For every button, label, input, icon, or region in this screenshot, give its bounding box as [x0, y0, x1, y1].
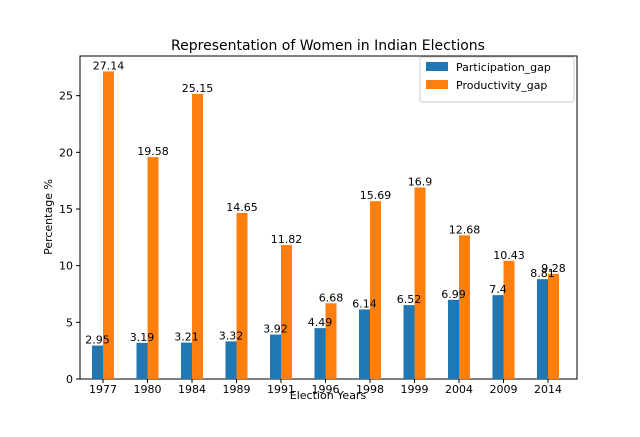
y-axis: 0 5 10 15 20 25	[59, 90, 80, 386]
bar-value-label: 6.14	[352, 297, 377, 310]
legend-box	[419, 56, 575, 103]
x-tick-label: 2009	[490, 383, 518, 396]
bar-productivity	[414, 187, 426, 379]
y-tick-label: 0	[66, 373, 73, 386]
legend-swatch-productivity	[426, 80, 448, 89]
bar-value-label: 4.49	[308, 316, 333, 329]
bar-participation	[270, 334, 281, 379]
bar-value-label: 11.82	[271, 233, 303, 246]
bar-productivity	[548, 273, 559, 379]
x-tick-label: 1999	[401, 383, 429, 396]
bar-productivity	[325, 303, 337, 379]
x-axis-label: Election Years	[290, 389, 367, 402]
legend: Participation_gap Productivity_gap	[419, 56, 575, 103]
y-tick-label: 15	[59, 203, 73, 216]
bar-participation	[225, 341, 237, 379]
bar-participation	[314, 328, 326, 379]
bar-productivity	[192, 93, 203, 379]
bar-value-label: 19.58	[137, 145, 169, 158]
y-tick-label: 25	[59, 90, 73, 103]
bar-productivity	[236, 212, 248, 379]
bar-productivity	[370, 201, 381, 379]
x-tick-label: 2004	[445, 383, 473, 396]
bar-value-label: 8.81	[530, 267, 555, 280]
bar-productivity	[103, 71, 114, 379]
y-tick-label: 20	[59, 146, 73, 159]
bar-value-label: 6.52	[397, 293, 422, 306]
bar-value-label: 2.95	[85, 334, 110, 347]
chart-title: Representation of Women in Indian Electi…	[171, 38, 485, 54]
bar-value-label: 6.68	[319, 291, 344, 304]
bar-participation	[181, 342, 192, 379]
y-tick-label: 5	[66, 316, 73, 329]
bar-value-label: 16.9	[408, 175, 433, 188]
bar-value-label: 3.21	[174, 331, 199, 344]
bar-productivity	[147, 157, 159, 379]
x-axis: 1977 1980 1984 1989 1991 1996 1998 1999 2004 2009…	[89, 379, 562, 396]
x-tick-label: 1980	[134, 383, 162, 396]
y-axis-label: Percentage %	[42, 179, 55, 255]
bar-participation	[492, 295, 504, 379]
bar-participation	[537, 279, 548, 379]
bar-value-label: 15.69	[360, 189, 392, 202]
legend-label-productivity: Productivity_gap	[456, 79, 547, 92]
bar-productivity	[281, 245, 292, 379]
bar-value-label: 9.28	[541, 262, 566, 275]
bar-participation	[92, 345, 103, 379]
x-tick-label: 1998	[356, 383, 384, 396]
x-tick-label: 1996	[312, 383, 340, 396]
bar-value-label: 3.32	[219, 329, 244, 342]
bar-value-label: 3.19	[130, 331, 155, 344]
x-tick-label: 2014	[534, 383, 562, 396]
x-tick-label: 1977	[89, 383, 117, 396]
bar-value-label: 12.68	[449, 223, 481, 236]
bar-value-label: 25.15	[182, 82, 214, 95]
y-tick-label: 10	[59, 260, 73, 273]
legend-label-participation: Participation_gap	[456, 61, 551, 74]
bar-productivity	[503, 260, 515, 379]
legend-swatch-participation	[426, 62, 448, 71]
bar-value-label: 7.4	[489, 283, 507, 296]
bars-group	[92, 71, 559, 379]
bar-participation	[448, 299, 459, 379]
x-tick-label: 1989	[223, 383, 251, 396]
bar-productivity	[459, 235, 470, 379]
bar-participation	[359, 309, 370, 379]
bar-value-label: 6.99	[441, 288, 466, 301]
bar-participation	[403, 305, 415, 379]
x-tick-label: 1984	[178, 383, 206, 396]
bar-value-label: 14.65	[226, 201, 258, 214]
x-tick-label: 1991	[267, 383, 295, 396]
bar-participation	[136, 342, 148, 379]
bar-value-label: 3.92	[263, 323, 288, 336]
bar-value-label: 27.14	[93, 59, 125, 72]
bar-value-label: 10.43	[493, 249, 525, 262]
bar-labels-group: 2.95 27.14 3.19 19.58 3.21 25.15 3.32 14.65 3.92…	[85, 59, 566, 346]
